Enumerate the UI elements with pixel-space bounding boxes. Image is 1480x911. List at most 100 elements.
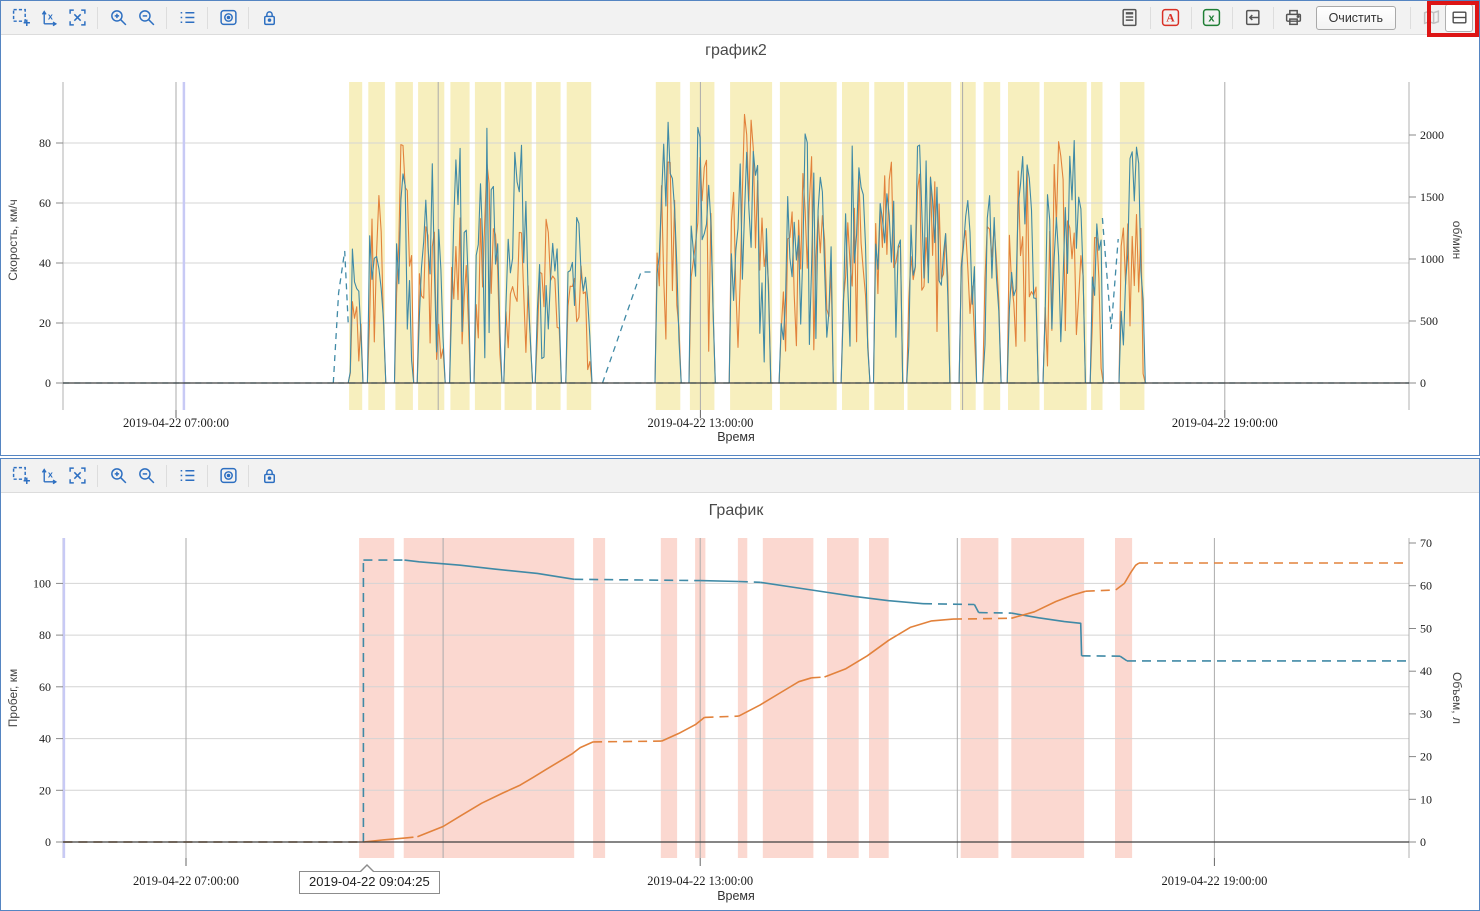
x-tick-label: 2019-04-22 07:00:00 — [123, 416, 229, 430]
print-icon — [1285, 9, 1302, 26]
zoom-out-button[interactable] — [133, 5, 159, 31]
toolbar-separator — [1410, 6, 1411, 29]
mileage-volume-chart[interactable]: 0 20 40 60 80 100 0 10 20 30 40 50 60 70 2019-04-22 07… — [1, 493, 1479, 910]
fit-screen-button[interactable] — [64, 463, 90, 489]
y-right-tick-label: 40 — [1420, 664, 1432, 678]
zoom-in-button[interactable] — [105, 5, 131, 31]
zoom-in-button[interactable] — [105, 463, 131, 489]
highlight-band — [1115, 538, 1133, 858]
snapshot-icon — [219, 467, 237, 484]
y-left-tick-label: 20 — [39, 316, 51, 330]
tooltip-text: 2019-04-22 09:04:25 — [309, 874, 430, 889]
import-icon — [1246, 9, 1260, 26]
y-right-tick-label: 500 — [1420, 314, 1438, 328]
y-right-tick-label: 50 — [1420, 621, 1432, 635]
y-right-tick-label: 1500 — [1420, 190, 1444, 204]
highlight-band — [359, 538, 395, 858]
scale-x-icon: x — [41, 10, 57, 27]
y-right-tick-label: 0 — [1420, 835, 1426, 849]
y-left-tick-label: 0 — [45, 376, 51, 390]
series-line — [1085, 589, 1116, 592]
series-line — [574, 578, 701, 582]
excel-export-button[interactable]: x — [1199, 5, 1225, 31]
toolbar-separator — [1272, 6, 1274, 29]
legend-list-button[interactable] — [174, 5, 200, 31]
x-tick-label: 2019-04-22 13:00:00 — [647, 874, 753, 888]
y-left-tick-label: 80 — [39, 136, 51, 150]
x-axis-title: Время — [717, 430, 755, 444]
toolbar-separator — [97, 464, 98, 487]
series-line — [1011, 590, 1087, 620]
pdf-export-button[interactable]: A — [1158, 5, 1184, 31]
speed-rpm-chart[interactable]: 0 20 40 60 80 0 500 1000 1500 2000 2019-04-22 07:0… — [1, 35, 1479, 455]
fit-screen-icon — [68, 9, 86, 26]
clear-button[interactable]: Очистить — [1315, 5, 1396, 30]
report-icon — [1122, 8, 1137, 27]
fit-screen-button[interactable] — [64, 5, 90, 31]
chart-tools-group: x — [7, 5, 283, 31]
scale-x-button[interactable]: x — [36, 463, 62, 489]
lock-button[interactable] — [256, 5, 282, 31]
map-icon — [1423, 10, 1439, 25]
series-line — [1115, 562, 1140, 591]
legend-list-icon — [180, 12, 194, 23]
x-tick-label: 2019-04-22 19:00:00 — [1161, 874, 1267, 888]
y-left-tick-label: 60 — [39, 196, 51, 210]
zoom-out-button[interactable] — [133, 463, 159, 489]
highlight-band — [349, 82, 363, 410]
chart-panel-top: x A x Очи — [0, 0, 1480, 456]
series-line — [1119, 655, 1128, 662]
x-tick-label: 2019-04-22 07:00:00 — [133, 874, 239, 888]
x-tick-label: 2019-04-22 13:00:00 — [647, 416, 753, 430]
fit-screen-icon — [68, 467, 86, 484]
highlight-band — [960, 82, 976, 410]
highlight-band — [660, 538, 678, 858]
lock-icon — [263, 469, 275, 484]
snapshot-button[interactable] — [215, 5, 241, 31]
series-line — [973, 604, 980, 613]
toolbar-separator — [248, 464, 249, 487]
split-layout-button[interactable] — [1445, 3, 1473, 32]
series-line — [738, 677, 812, 717]
export-tools-group: A x Очистить — [1116, 3, 1473, 32]
highlight-band — [1008, 82, 1040, 410]
highlight-band — [737, 538, 748, 858]
split-layout-icon — [1451, 11, 1467, 24]
series-line — [824, 618, 954, 678]
select-area-button[interactable] — [8, 463, 34, 489]
print-button[interactable] — [1281, 5, 1307, 31]
map-button — [1418, 5, 1444, 31]
series-line-dashed — [332, 250, 349, 384]
scale-x-button[interactable]: x — [36, 5, 62, 31]
y-axis-title-right: Объем, л — [1450, 672, 1464, 724]
lock-button[interactable] — [256, 463, 282, 489]
y-right-tick-label: 60 — [1420, 579, 1432, 593]
toolbar-bottom: x — [1, 459, 1479, 493]
svg-text:x: x — [1208, 13, 1215, 25]
series-line — [978, 611, 1012, 614]
toolbar-separator — [248, 6, 249, 29]
series-line — [704, 715, 739, 719]
y-right-tick-label: 2000 — [1420, 128, 1444, 142]
series-line — [760, 581, 924, 605]
highlight-bands — [359, 538, 1133, 858]
report-button[interactable] — [1117, 5, 1143, 31]
y-right-tick-label: 70 — [1420, 536, 1432, 550]
svg-text:x: x — [47, 470, 52, 480]
highlight-band — [593, 538, 606, 858]
legend-list-button[interactable] — [174, 463, 200, 489]
highlight-band — [536, 82, 561, 410]
toolbar-separator — [1149, 6, 1151, 29]
select-area-button[interactable] — [8, 5, 34, 31]
toolbar-separator — [1231, 6, 1233, 29]
import-button[interactable] — [1240, 5, 1266, 31]
highlight-band — [1043, 82, 1087, 410]
grid — [62, 538, 1410, 858]
toolbar-separator — [207, 464, 208, 487]
series-line — [922, 602, 975, 606]
highlight-band — [395, 82, 413, 410]
highlight-band — [869, 538, 889, 858]
snapshot-button[interactable] — [215, 463, 241, 489]
y-right-tick-label: 0 — [1420, 376, 1426, 390]
